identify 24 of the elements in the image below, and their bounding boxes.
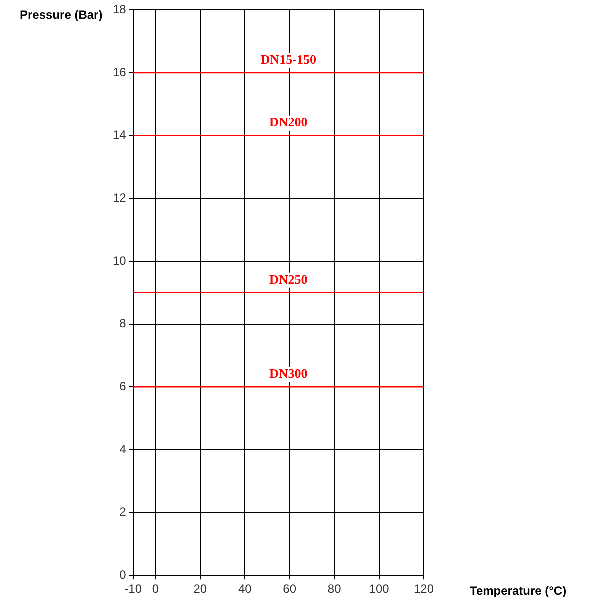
- x-tick-label: 120: [414, 582, 434, 596]
- y-tick-label: 4: [120, 442, 127, 456]
- series-label: DN200: [270, 114, 308, 130]
- x-tick-label: 80: [328, 582, 342, 596]
- y-axis-title: Pressure (Bar): [20, 8, 103, 22]
- y-tick-label: 2: [120, 505, 127, 520]
- y-tick-label: 16: [112, 65, 127, 80]
- series-label: DN15-150: [260, 52, 316, 67]
- x-tick-label: 100: [369, 582, 390, 596]
- x-tick-label: 0: [152, 582, 160, 596]
- x-tick-label: 40: [238, 582, 252, 596]
- x-tick-label: 60: [283, 582, 297, 596]
- y-tick-label: 18: [112, 2, 127, 17]
- y-tick-label: 10: [112, 254, 127, 268]
- x-axis-title: Temperature (°C): [470, 584, 567, 598]
- y-tick-label: 12: [112, 190, 127, 205]
- y-tick-label: 0: [120, 568, 127, 582]
- y-tick-label: 14: [112, 128, 127, 142]
- series-label: DN300: [270, 366, 308, 381]
- y-tick-label: 6: [120, 379, 127, 394]
- y-tick-label: 8: [120, 316, 127, 331]
- series-label: DN250: [270, 272, 308, 287]
- x-tick-label: 20: [194, 582, 208, 596]
- x-tick-label: -10: [124, 582, 142, 596]
